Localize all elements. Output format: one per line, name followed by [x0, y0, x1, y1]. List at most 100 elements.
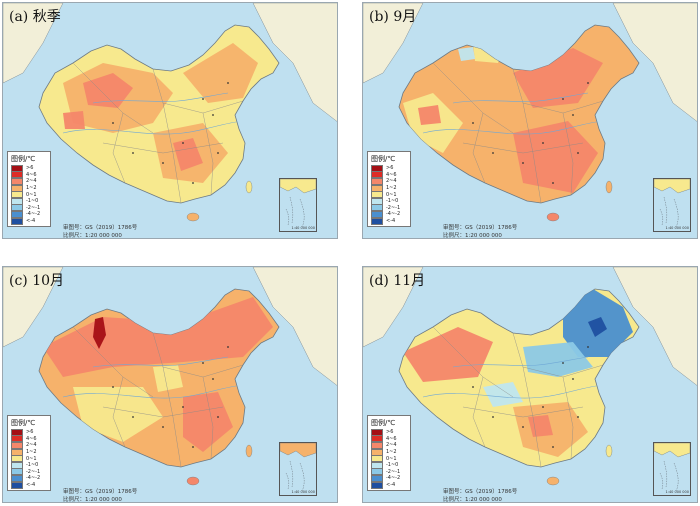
province-border: [102, 406, 224, 418]
legend-swatch: [11, 204, 23, 212]
city-marker: [217, 152, 219, 154]
inset-scale: 1:40 000 000: [291, 490, 315, 494]
legend-swatch: [371, 184, 383, 192]
legend-title: 图例/℃: [11, 419, 36, 427]
legend-item: -4~-2: [11, 474, 47, 482]
legend-swatch: [11, 171, 23, 179]
legend-item: -1~0: [11, 461, 47, 469]
map-approval-number: 审图号：GS（2019）1786号: [443, 489, 518, 495]
south-china-sea-inset: 1:40 000 000: [279, 442, 317, 496]
legend-item: 2~4: [371, 177, 407, 185]
legend-item: 4~6: [11, 435, 47, 443]
legend-item: 4~6: [11, 171, 47, 179]
temperature-map-b: [363, 3, 697, 238]
legend-label: <-4: [26, 218, 36, 225]
city-marker: [192, 182, 194, 184]
city-marker: [587, 82, 589, 84]
province-border: [462, 406, 584, 418]
city-marker: [562, 362, 564, 364]
legend-label: 2~4: [386, 442, 397, 449]
inset-scale: 1:40 000 000: [665, 226, 689, 230]
map-scale: 比例尺：1:20 000 000: [63, 497, 122, 503]
city-marker: [182, 406, 184, 408]
legend-label: >6: [26, 429, 34, 436]
temperature-zone: [73, 387, 163, 442]
neighbor-land: [363, 267, 424, 348]
legend-swatch: [11, 164, 23, 172]
neighbor-land: [612, 267, 697, 386]
legend-label: 0~1: [386, 191, 397, 198]
city-marker: [577, 152, 579, 154]
province-border: [102, 142, 224, 154]
inset-map: [280, 179, 316, 228]
legend-label: >6: [386, 165, 394, 172]
legend-item: 0~1: [371, 191, 407, 199]
legend-title: 图例/℃: [11, 155, 36, 163]
legend-swatch: [11, 441, 23, 449]
legend-item: <-4: [371, 481, 407, 489]
legend-swatch: [371, 164, 383, 172]
legend-swatch: [11, 177, 23, 185]
legend-item: >6: [371, 428, 407, 436]
temperature-map-a: [3, 3, 337, 238]
legend-swatch: [371, 204, 383, 212]
legend-item: 1~2: [11, 184, 47, 192]
province-border: [202, 376, 214, 460]
taiwan-island: [605, 444, 613, 458]
south-china-sea-inset: 1:40 000 000: [653, 442, 691, 496]
province-border: [522, 366, 542, 467]
city-marker: [192, 446, 194, 448]
china-region: [3, 3, 337, 238]
city-marker: [112, 386, 114, 388]
south-china-sea-inset: 1:40 000 000: [653, 178, 691, 232]
city-marker: [162, 426, 164, 428]
hainan-island: [546, 476, 560, 486]
legend-item: -2~-1: [371, 468, 407, 476]
province-border: [522, 102, 542, 203]
province-border: [472, 376, 486, 448]
legend-item: -2~-1: [371, 204, 407, 212]
river: [422, 120, 604, 135]
inset-map: [654, 443, 690, 492]
province-border: [202, 112, 214, 196]
legend-swatch: [371, 481, 383, 489]
map-panel-c: (c) 10月 图例/℃ >6 4~6 2~4 1~2 0~1 -1~0 -2~-1 -4~-2…: [2, 266, 338, 503]
city-marker: [552, 446, 554, 448]
city-marker: [472, 386, 474, 388]
province-border: [162, 366, 182, 467]
south-china-sea-inset: 1:40 000 000: [279, 178, 317, 232]
legend-label: 1~2: [386, 449, 397, 456]
hainan-island: [546, 212, 560, 222]
city-marker: [132, 416, 134, 418]
legend-item: 1~2: [11, 448, 47, 456]
city-marker: [522, 426, 524, 428]
neighbor-land: [363, 3, 424, 84]
legend-item: -4~-2: [371, 210, 407, 218]
legend-label: -1~0: [26, 462, 39, 469]
legend-item: 4~6: [371, 171, 407, 179]
map-scale: 比例尺：1:20 000 000: [63, 233, 122, 239]
map-panel-b: (b) 9月 图例/℃ >6 4~6 2~4 1~2 0~1 -1~0 -2~-1 -4~-2 <…: [362, 2, 698, 239]
province-border: [152, 68, 244, 114]
legend-label: <-4: [26, 482, 36, 489]
legend-swatch: [11, 448, 23, 456]
legend: 图例/℃ >6 4~6 2~4 1~2 0~1 -1~0 -2~-1 -4~-2 <-4: [367, 415, 411, 492]
city-marker: [587, 346, 589, 348]
neighbor-land: [3, 267, 64, 348]
river: [92, 356, 229, 368]
legend-item: 4~6: [371, 435, 407, 443]
temperature-zone: [588, 317, 607, 337]
city-marker: [472, 122, 474, 124]
legend-item: 2~4: [11, 441, 47, 449]
province-border: [112, 112, 126, 184]
legend-item: -4~-2: [11, 210, 47, 218]
neighbor-land: [252, 267, 337, 386]
temperature-zone: [483, 382, 523, 407]
legend-item: 0~1: [371, 455, 407, 463]
city-marker: [572, 114, 574, 116]
legend-item: -4~-2: [371, 474, 407, 482]
river: [62, 120, 244, 135]
legend-item: <-4: [11, 481, 47, 489]
inset-map: [654, 179, 690, 228]
province-border: [462, 142, 584, 154]
